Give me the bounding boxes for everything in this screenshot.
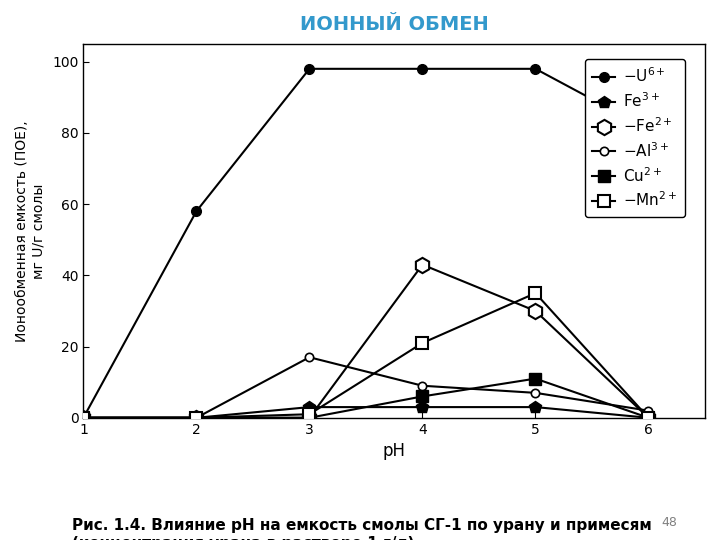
Legend: $-$U$^{6+}$, Fe$^{3+}$, $-$Fe$^{2+}$, $-$Al$^{3+}$, Cu$^{2+}$, $-$Mn$^{2+}$: $-$U$^{6+}$, Fe$^{3+}$, $-$Fe$^{2+}$, $-… — [585, 59, 685, 217]
Text: Рис. 1.4. Влияние рН на емкость смолы СГ-1 по урану и примесям
(концентрация ура: Рис. 1.4. Влияние рН на емкость смолы СГ… — [72, 518, 652, 540]
Y-axis label: Ионообменная емкость (ПОЕ),
мг U/г смолы: Ионообменная емкость (ПОЕ), мг U/г смолы — [15, 120, 45, 342]
X-axis label: pH: pH — [383, 442, 405, 460]
Title: ИОННЫЙ ОБМЕН: ИОННЫЙ ОБМЕН — [300, 15, 489, 34]
Text: 48: 48 — [661, 516, 677, 529]
